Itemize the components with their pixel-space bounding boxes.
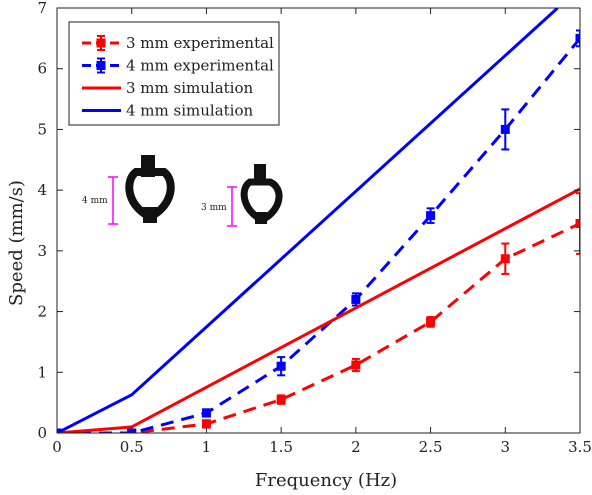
legend-label-0: 3 mm experimental	[126, 34, 274, 52]
scale-bar-4mm: 4 mm	[82, 176, 118, 225]
x-tick-label: 1	[202, 438, 212, 456]
data-point	[276, 361, 286, 371]
x-tick-label: 0	[52, 438, 62, 456]
plot-frame	[56, 7, 581, 434]
data-point	[426, 211, 436, 221]
y-tick-label: 0	[37, 424, 47, 442]
x-tick-label: 3	[501, 438, 511, 456]
y-axis-title: Speed (mm/s)	[6, 180, 27, 306]
series-line-1	[57, 37, 580, 433]
y-tick-label: 1	[37, 363, 47, 381]
data-point	[575, 33, 580, 43]
series-line-2	[57, 187, 580, 433]
legend: 3 mm experimental 4 mm experimental 3 mm s…	[68, 21, 280, 126]
data-point	[500, 124, 510, 134]
axes	[56, 7, 581, 434]
x-tick-label: 2	[351, 438, 361, 456]
plot-content	[57, 8, 580, 433]
y-tick-label: 7	[37, 0, 47, 17]
legend-marker	[96, 61, 106, 70]
annotation-3mm: 3 mm	[201, 203, 227, 213]
x-tick-label: 1.5	[269, 438, 293, 456]
y-tick-label: 3	[37, 242, 47, 260]
legend-label-2: 3 mm simulation	[126, 79, 254, 97]
x-tick-label: 3.5	[568, 438, 592, 456]
series-line-0	[57, 222, 580, 433]
ticks: 0 0.5 1 1.5 2 2.5 3 3.5 0 1 2 3 4 5 6 7	[37, 0, 591, 456]
legend-label-1: 4 mm experimental	[126, 57, 274, 75]
series-line-3	[57, 8, 559, 433]
y-tick-label: 4	[37, 181, 47, 199]
data-point	[201, 419, 211, 429]
data-point	[351, 360, 361, 370]
legend-label-3: 4 mm simulation	[126, 102, 254, 120]
gripper-4mm-icon	[125, 155, 175, 223]
gripper-3mm-icon	[240, 164, 283, 224]
x-tick-label: 0.5	[120, 438, 144, 456]
data-point	[201, 408, 211, 418]
x-axis-title: Frequency (Hz)	[255, 470, 397, 491]
scale-bar-3mm: 3 mm	[201, 186, 237, 227]
legend-marker	[96, 38, 106, 48]
y-tick-label: 6	[37, 60, 47, 78]
data-point	[500, 254, 510, 264]
data-point	[276, 395, 286, 405]
gripper-illustrations: 4 mm 3 mm	[82, 155, 283, 227]
annotation-4mm: 4 mm	[82, 196, 108, 206]
data-point	[575, 219, 580, 229]
data-point	[426, 317, 436, 327]
data-point	[351, 294, 361, 304]
y-tick-label: 2	[37, 303, 47, 321]
x-tick-label: 2.5	[419, 438, 443, 456]
y-tick-label: 5	[37, 120, 47, 138]
